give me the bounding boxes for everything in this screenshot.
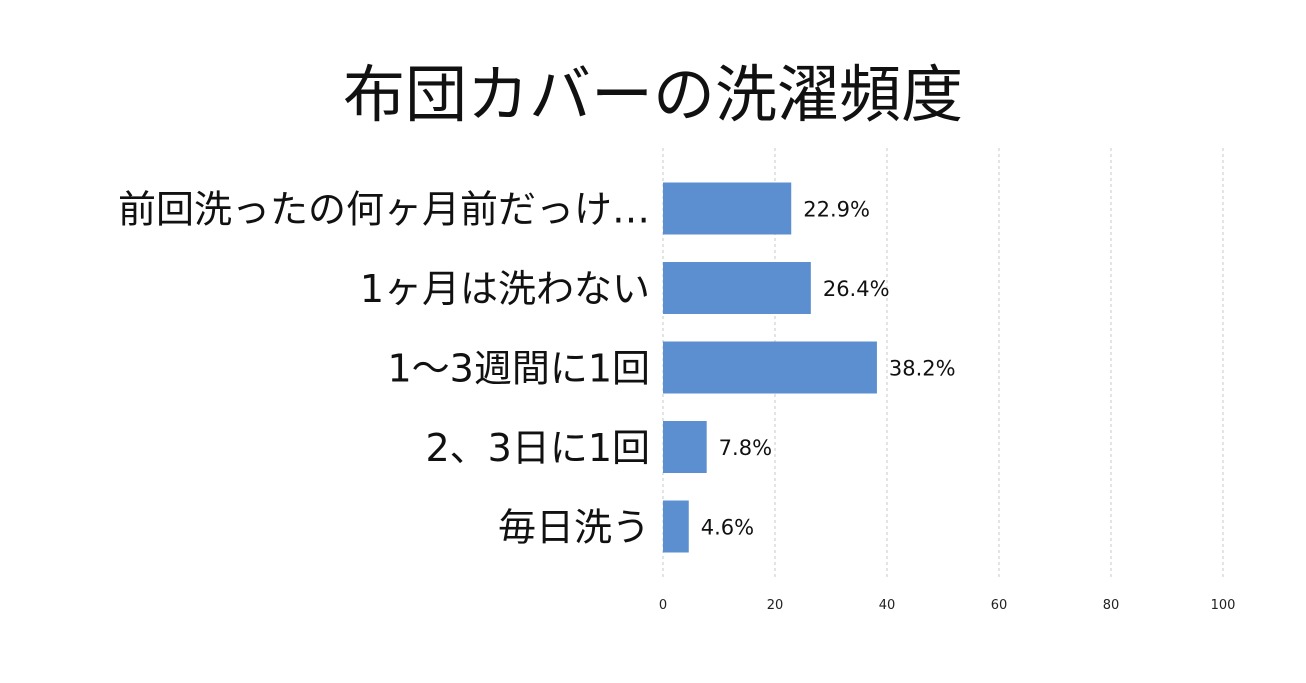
bar xyxy=(663,262,811,314)
data-label: 38.2% xyxy=(889,357,956,381)
chart-title: 布団カバーの洗濯頻度 xyxy=(342,58,963,131)
data-label: 26.4% xyxy=(823,277,890,301)
category-label: 前回洗ったの何ヶ月前だっけ… xyxy=(118,188,650,232)
data-label: 22.9% xyxy=(803,198,870,222)
data-label: 7.8% xyxy=(719,436,772,460)
bar xyxy=(663,421,707,473)
bar xyxy=(663,182,792,235)
x-tick-label: 100 xyxy=(1211,598,1236,613)
x-tick-label: 20 xyxy=(767,598,784,613)
x-tick-label: 60 xyxy=(991,598,1008,613)
category-label: 1〜3週間に1回 xyxy=(387,347,650,391)
category-label: 2、3日に1回 xyxy=(425,426,650,470)
x-tick-label: 80 xyxy=(1103,598,1120,613)
x-tick-label: 0 xyxy=(659,598,667,613)
bar xyxy=(663,500,689,553)
x-tick-label: 40 xyxy=(879,598,896,613)
category-label: 1ヶ月は洗わない xyxy=(360,267,650,311)
bar xyxy=(663,341,877,394)
data-label: 4.6% xyxy=(701,516,754,540)
category-label: 毎日洗う xyxy=(498,506,650,550)
